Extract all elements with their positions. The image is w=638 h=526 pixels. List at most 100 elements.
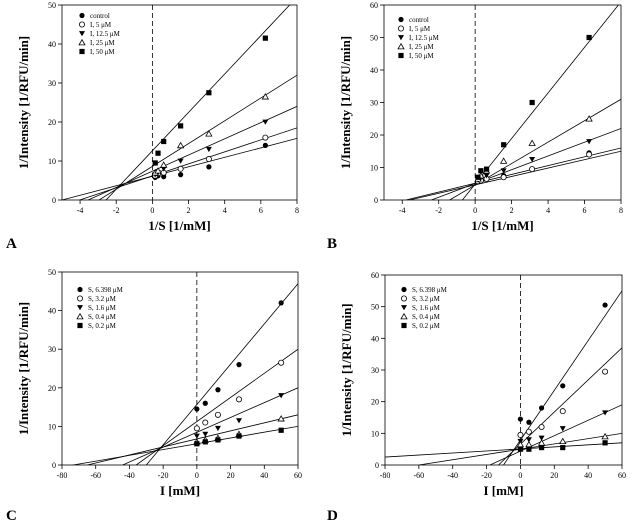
x-tick-label: 0 bbox=[150, 206, 154, 215]
y-tick-label: 20 bbox=[370, 131, 378, 140]
data-point bbox=[538, 444, 545, 451]
data-point bbox=[178, 172, 184, 178]
data-point bbox=[559, 437, 567, 445]
data-point bbox=[176, 141, 185, 149]
data-point bbox=[478, 168, 484, 174]
legend-marker bbox=[397, 42, 405, 50]
y-tick-label: 10 bbox=[48, 422, 56, 431]
data-point bbox=[206, 164, 212, 170]
panel-label: C bbox=[6, 508, 17, 524]
legend-label: S, 0.4 μM bbox=[88, 313, 117, 321]
legend-marker bbox=[78, 38, 86, 46]
x-tick-label: 40 bbox=[260, 471, 268, 480]
data-point bbox=[475, 174, 481, 180]
fit-line-series-4 bbox=[98, 74, 297, 200]
data-point bbox=[517, 431, 524, 438]
y-tick-label: 40 bbox=[48, 307, 56, 316]
x-tick-label: -60 bbox=[90, 471, 101, 480]
legend-item: I, 25 μM bbox=[78, 38, 115, 47]
x-tick-label: 60 bbox=[618, 471, 626, 480]
legend-item: S, 6.398 μM bbox=[401, 286, 448, 294]
data-point bbox=[529, 99, 535, 106]
legend-item: S, 0.4 μM bbox=[76, 312, 117, 321]
legend-label: I, 25 μM bbox=[90, 39, 115, 47]
legend-marker bbox=[400, 312, 408, 320]
legend-label: control bbox=[90, 12, 110, 20]
data-point bbox=[236, 362, 242, 368]
legend-marker bbox=[400, 295, 407, 302]
y-tick-label: 40 bbox=[48, 40, 56, 49]
legend: S, 6.398 μMS, 3.2 μMS, 1.6 μMS, 0.4 μMS,… bbox=[400, 286, 448, 330]
y-tick-label: 20 bbox=[48, 384, 56, 393]
legend-marker bbox=[77, 286, 83, 293]
data-point bbox=[278, 393, 285, 399]
data-point bbox=[202, 400, 208, 406]
data-point bbox=[538, 435, 545, 441]
x-tick-label: 60 bbox=[294, 471, 302, 480]
legend-label: control bbox=[409, 16, 429, 24]
data-point bbox=[499, 157, 508, 164]
y-axis-title: 1/Intensity [1/RFU/min] bbox=[16, 302, 31, 435]
fit-line-series-1 bbox=[145, 283, 298, 465]
series-2-points bbox=[193, 359, 285, 432]
data-point bbox=[586, 34, 592, 41]
data-point bbox=[236, 418, 242, 424]
data-point bbox=[178, 123, 184, 129]
x-tick-label: 20 bbox=[227, 471, 235, 480]
x-tick-label: 8 bbox=[295, 206, 299, 215]
y-tick-label: 30 bbox=[371, 366, 379, 375]
x-tick-label: -40 bbox=[124, 471, 135, 480]
fit-line-series-3 bbox=[122, 387, 298, 465]
data-point bbox=[602, 302, 608, 308]
legend-marker bbox=[397, 25, 404, 32]
data-point bbox=[483, 166, 490, 172]
series-2-points bbox=[517, 368, 609, 438]
x-tick-label: 2 bbox=[187, 206, 191, 215]
data-point bbox=[560, 444, 566, 451]
panel-label: B bbox=[327, 236, 337, 252]
legend-marker bbox=[77, 305, 83, 311]
chart-panel-c: -80 -60 -40 -20 0 20 40 60 0 10 20 30 40 50 S, 6.398 μ… bbox=[6, 268, 302, 524]
data-point bbox=[205, 146, 212, 153]
legend-label: S, 3.2 μM bbox=[88, 295, 117, 303]
data-point bbox=[538, 405, 545, 411]
data-point bbox=[500, 174, 507, 181]
legend-label: S, 6.398 μM bbox=[88, 286, 124, 294]
data-point bbox=[205, 130, 213, 137]
legend-item: S, 0.4 μM bbox=[400, 312, 441, 321]
data-point bbox=[517, 446, 524, 452]
data-point bbox=[214, 411, 221, 418]
legend-item: S, 3.2 μM bbox=[400, 295, 441, 303]
panel-label: D bbox=[327, 508, 338, 524]
series-5-points bbox=[194, 427, 284, 447]
x-tick-label: -2 bbox=[113, 206, 120, 215]
legend-label: I, 12.5 μM bbox=[409, 34, 440, 42]
series-5-points bbox=[152, 35, 268, 166]
fit-line-series-5 bbox=[385, 442, 622, 458]
legend-item: I, 50 μM bbox=[79, 48, 115, 56]
data-point bbox=[526, 419, 532, 425]
fit-line-series-2 bbox=[409, 150, 621, 200]
data-point bbox=[538, 423, 545, 430]
x-tick-label: -80 bbox=[57, 471, 68, 480]
legend-marker bbox=[77, 295, 84, 302]
fit-line-series-3 bbox=[489, 404, 622, 465]
legend-item: I, 50 μM bbox=[398, 52, 434, 60]
series-4-points bbox=[516, 432, 609, 448]
legend-label: I, 25 μM bbox=[409, 43, 434, 51]
fit-line-series-5 bbox=[105, 5, 291, 200]
legend-marker bbox=[398, 52, 404, 59]
data-point bbox=[528, 139, 536, 146]
x-tick-label: -40 bbox=[447, 471, 458, 480]
data-point bbox=[278, 300, 284, 306]
x-tick-label: 20 bbox=[550, 471, 558, 480]
legend-item: S, 1.6 μM bbox=[77, 304, 117, 312]
legend-marker bbox=[401, 305, 407, 311]
data-point bbox=[262, 134, 269, 141]
data-point bbox=[586, 151, 593, 158]
series-3-points bbox=[517, 410, 609, 445]
legend-marker bbox=[79, 12, 85, 19]
legend-label: I, 50 μM bbox=[90, 48, 115, 56]
